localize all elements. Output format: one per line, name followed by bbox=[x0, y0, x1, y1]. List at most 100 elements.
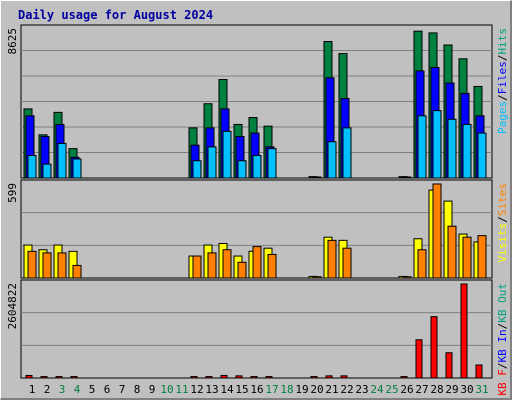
max-label-visits-sites: 599 bbox=[6, 183, 19, 203]
x-tick-day-13: 13 bbox=[205, 383, 218, 396]
bar-pages-day-16 bbox=[252, 155, 262, 179]
legend-entry: / bbox=[496, 55, 509, 62]
legend-entry: / bbox=[496, 323, 509, 330]
bar-kb-f-day-12 bbox=[190, 376, 198, 379]
bar-sites-day-21 bbox=[327, 239, 337, 279]
bar-sites-day-14 bbox=[222, 249, 232, 279]
legend-entry: KB F bbox=[496, 369, 509, 396]
x-tick-day-16: 16 bbox=[250, 383, 263, 396]
bar-pages-day-14 bbox=[222, 130, 232, 179]
bar-kb-f-day-27 bbox=[415, 339, 423, 379]
chart-title: Daily usage for August 2024 bbox=[18, 8, 214, 22]
bar-kb-f-day-17 bbox=[265, 376, 273, 379]
bar-sites-day-15 bbox=[237, 261, 247, 279]
bar-sites-day-3 bbox=[57, 252, 67, 279]
x-tick-day-18: 18 bbox=[280, 383, 293, 396]
x-tick-day-4: 4 bbox=[74, 383, 81, 396]
bar-sites-day-29 bbox=[447, 225, 457, 279]
legend-entry: KB Out bbox=[496, 283, 509, 323]
bar-kb-f-day-16 bbox=[250, 376, 258, 379]
bar-sites-day-20 bbox=[312, 276, 322, 279]
bar-sites-day-30 bbox=[462, 236, 472, 279]
bar-pages-day-26 bbox=[402, 176, 412, 179]
bar-kb-f-day-31 bbox=[475, 364, 483, 379]
x-tick-day-5: 5 bbox=[89, 383, 96, 396]
x-tick-day-2: 2 bbox=[44, 383, 51, 396]
x-tick-day-9: 9 bbox=[149, 383, 156, 396]
bar-sites-day-26 bbox=[402, 276, 412, 279]
x-tick-day-7: 7 bbox=[119, 383, 126, 396]
x-tick-day-20: 20 bbox=[310, 383, 323, 396]
legend-entry: KB In bbox=[496, 329, 509, 362]
legend-entry: / bbox=[496, 363, 509, 370]
x-tick-day-28: 28 bbox=[430, 383, 443, 396]
bar-sites-day-31 bbox=[477, 235, 487, 279]
bar-pages-day-21 bbox=[327, 141, 337, 179]
x-tick-day-6: 6 bbox=[104, 383, 111, 396]
bar-pages-day-20 bbox=[312, 176, 322, 179]
bar-pages-day-28 bbox=[432, 110, 442, 179]
bar-kb-f-day-21 bbox=[325, 375, 333, 379]
x-tick-day-3: 3 bbox=[59, 383, 66, 396]
x-tick-day-12: 12 bbox=[190, 383, 203, 396]
legend-visits-sites: Visits/Sites bbox=[496, 183, 509, 263]
bar-pages-day-31 bbox=[477, 132, 487, 179]
x-tick-day-1: 1 bbox=[29, 383, 36, 396]
bar-sites-day-22 bbox=[342, 247, 352, 279]
bar-kb-f-day-22 bbox=[340, 375, 348, 379]
bar-kb-f-day-26 bbox=[400, 376, 408, 379]
bar-kb-f-day-29 bbox=[445, 352, 453, 379]
x-tick-day-26: 26 bbox=[400, 383, 413, 396]
x-tick-day-11: 11 bbox=[175, 383, 188, 396]
legend-hits-files-pages: Pages/Files/Hits bbox=[496, 28, 509, 134]
bar-kb-f-day-28 bbox=[430, 316, 438, 379]
x-tick-day-31: 31 bbox=[475, 383, 488, 396]
bar-kb-f-day-4 bbox=[70, 376, 78, 379]
bar-sites-day-17 bbox=[267, 253, 277, 279]
bar-sites-day-12 bbox=[192, 255, 202, 279]
bar-pages-day-27 bbox=[417, 115, 427, 179]
max-label-hits-files-pages: 8625 bbox=[6, 28, 19, 55]
bar-kb-f-day-15 bbox=[235, 375, 243, 379]
x-tick-day-17: 17 bbox=[265, 383, 278, 396]
x-tick-day-14: 14 bbox=[220, 383, 234, 396]
bar-pages-day-12 bbox=[192, 160, 202, 179]
legend-entry: Hits bbox=[496, 28, 509, 55]
bar-kb-f-day-1 bbox=[25, 374, 33, 379]
bar-kb-f-day-20 bbox=[310, 376, 318, 379]
bar-pages-day-3 bbox=[57, 142, 67, 179]
legend-entry: Visits bbox=[496, 223, 509, 263]
bar-kb-f-day-30 bbox=[460, 283, 468, 379]
legend-kbytes: KB F/KB In/KB Out bbox=[496, 283, 509, 396]
legend-entry: Files bbox=[496, 61, 509, 94]
bar-sites-day-2 bbox=[42, 252, 52, 279]
bar-pages-day-1 bbox=[27, 155, 37, 179]
bar-sites-day-13 bbox=[207, 252, 217, 279]
legend-entry: Sites bbox=[496, 183, 509, 216]
panel-kbytes bbox=[20, 279, 493, 379]
bar-pages-day-22 bbox=[342, 127, 352, 179]
bar-sites-day-4 bbox=[72, 264, 82, 279]
bar-kb-f-day-13 bbox=[205, 376, 213, 379]
bar-sites-day-16 bbox=[252, 246, 262, 279]
x-tick-day-15: 15 bbox=[235, 383, 248, 396]
x-tick-day-10: 10 bbox=[160, 383, 173, 396]
x-tick-day-22: 22 bbox=[340, 383, 353, 396]
bar-kb-f-day-14 bbox=[220, 374, 228, 379]
x-tick-day-19: 19 bbox=[295, 383, 308, 396]
bar-pages-day-2 bbox=[42, 163, 52, 179]
x-tick-day-24: 24 bbox=[370, 383, 384, 396]
legend-entry: Pages bbox=[496, 101, 509, 134]
bar-kb-f-day-3 bbox=[55, 376, 63, 379]
x-tick-day-30: 30 bbox=[460, 383, 473, 396]
legend-entry: / bbox=[496, 216, 509, 223]
bar-pages-day-4 bbox=[72, 158, 82, 179]
x-tick-day-23: 23 bbox=[355, 383, 368, 396]
bar-pages-day-29 bbox=[447, 118, 457, 179]
x-tick-day-8: 8 bbox=[134, 383, 141, 396]
bar-sites-day-28 bbox=[432, 183, 442, 279]
x-tick-day-25: 25 bbox=[385, 383, 398, 396]
bar-pages-day-17 bbox=[267, 148, 277, 179]
legend-entry: / bbox=[496, 94, 509, 101]
